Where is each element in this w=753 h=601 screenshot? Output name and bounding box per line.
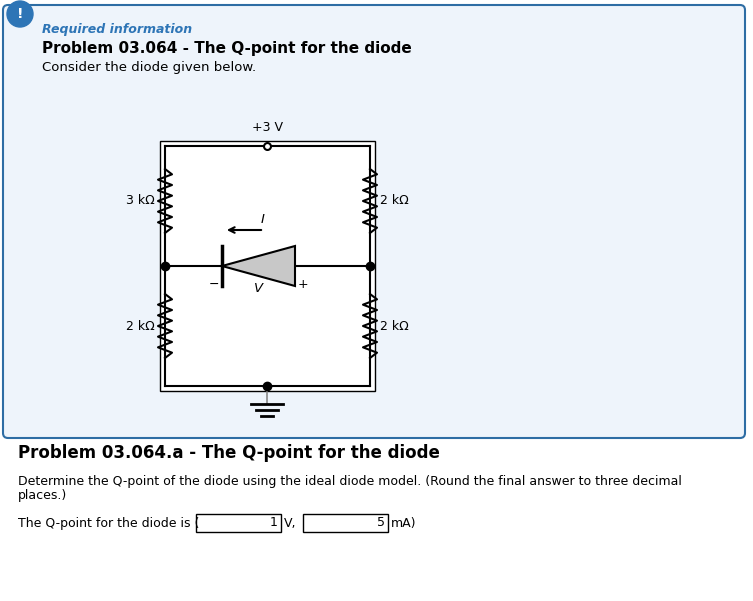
Text: 2 kΩ: 2 kΩ	[380, 320, 409, 332]
Text: 1: 1	[270, 516, 278, 529]
Text: +: +	[297, 278, 308, 290]
Text: 3 kΩ: 3 kΩ	[127, 195, 155, 207]
Text: Determine the Q-point of the diode using the ideal diode model. (Round the final: Determine the Q-point of the diode using…	[18, 475, 682, 487]
Text: 2 kΩ: 2 kΩ	[127, 320, 155, 332]
Text: The Q-point for the diode is (: The Q-point for the diode is (	[18, 516, 200, 529]
FancyBboxPatch shape	[3, 5, 745, 438]
Bar	[160, 141, 375, 391]
Text: 5: 5	[377, 516, 385, 529]
Text: places.): places.)	[18, 489, 67, 501]
Text: Required information: Required information	[42, 22, 192, 35]
Text: +3 V: +3 V	[252, 121, 283, 134]
Bar	[303, 514, 388, 532]
Text: −: −	[209, 278, 219, 290]
Circle shape	[7, 1, 33, 27]
Text: Consider the diode given below.: Consider the diode given below.	[42, 61, 256, 73]
Text: !: !	[17, 7, 23, 21]
Text: I: I	[261, 213, 264, 226]
Text: 2 kΩ: 2 kΩ	[380, 195, 409, 207]
Text: Problem 03.064.a - The Q-point for the diode: Problem 03.064.a - The Q-point for the d…	[18, 444, 440, 462]
Bar	[196, 514, 281, 532]
Text: mA): mA)	[391, 516, 416, 529]
Text: Problem 03.064 - The Q-point for the diode: Problem 03.064 - The Q-point for the dio…	[42, 40, 412, 55]
Polygon shape	[222, 246, 295, 286]
Text: V,: V,	[284, 516, 297, 529]
Text: V: V	[254, 281, 263, 294]
